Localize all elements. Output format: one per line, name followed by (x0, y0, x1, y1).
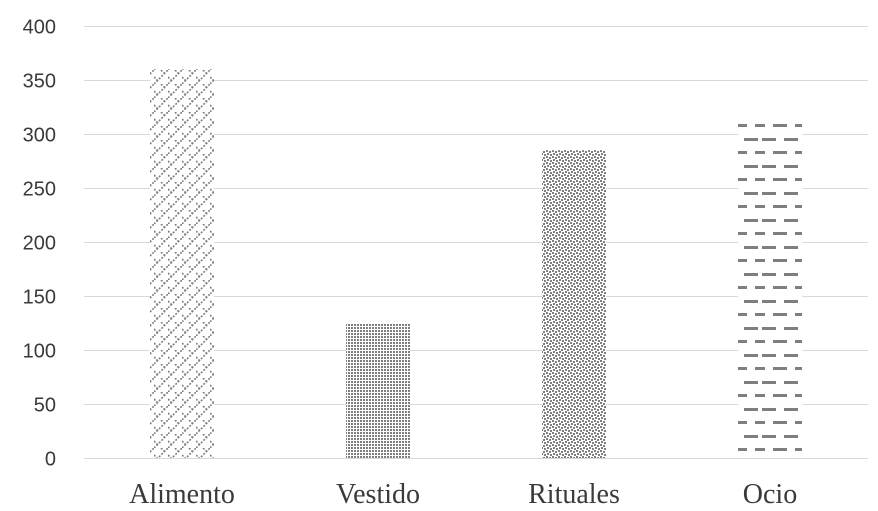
y-tick-label-200: 200 (23, 233, 56, 255)
bar-rituales (542, 150, 606, 458)
y-tick-label-100: 100 (23, 341, 56, 363)
y-tick-label-400: 400 (23, 17, 56, 39)
x-category-label-ocio: Ocio (743, 479, 797, 510)
y-tick-label-350: 350 (23, 71, 56, 93)
bar-ocio (738, 122, 802, 459)
bar-alimento (150, 69, 214, 458)
x-category-label-alimento: Alimento (129, 479, 235, 510)
x-category-label-vestido: Vestido (336, 479, 420, 510)
y-tick-label-250: 250 (23, 179, 56, 201)
bars (150, 69, 802, 459)
y-tick-label-150: 150 (23, 287, 56, 309)
y-tick-label-300: 300 (23, 125, 56, 147)
y-tick-label-0: 0 (45, 449, 56, 471)
x-category-label-rituales: Rituales (528, 479, 620, 510)
x-axis-category-labels: Alimento Vestido Rituales Ocio (129, 479, 797, 510)
y-tick-label-50: 50 (34, 395, 56, 417)
gridlines (84, 26, 868, 459)
y-axis-tick-labels: 0 50 100 150 200 250 300 350 400 (23, 17, 56, 471)
bar-vestido (346, 323, 410, 458)
